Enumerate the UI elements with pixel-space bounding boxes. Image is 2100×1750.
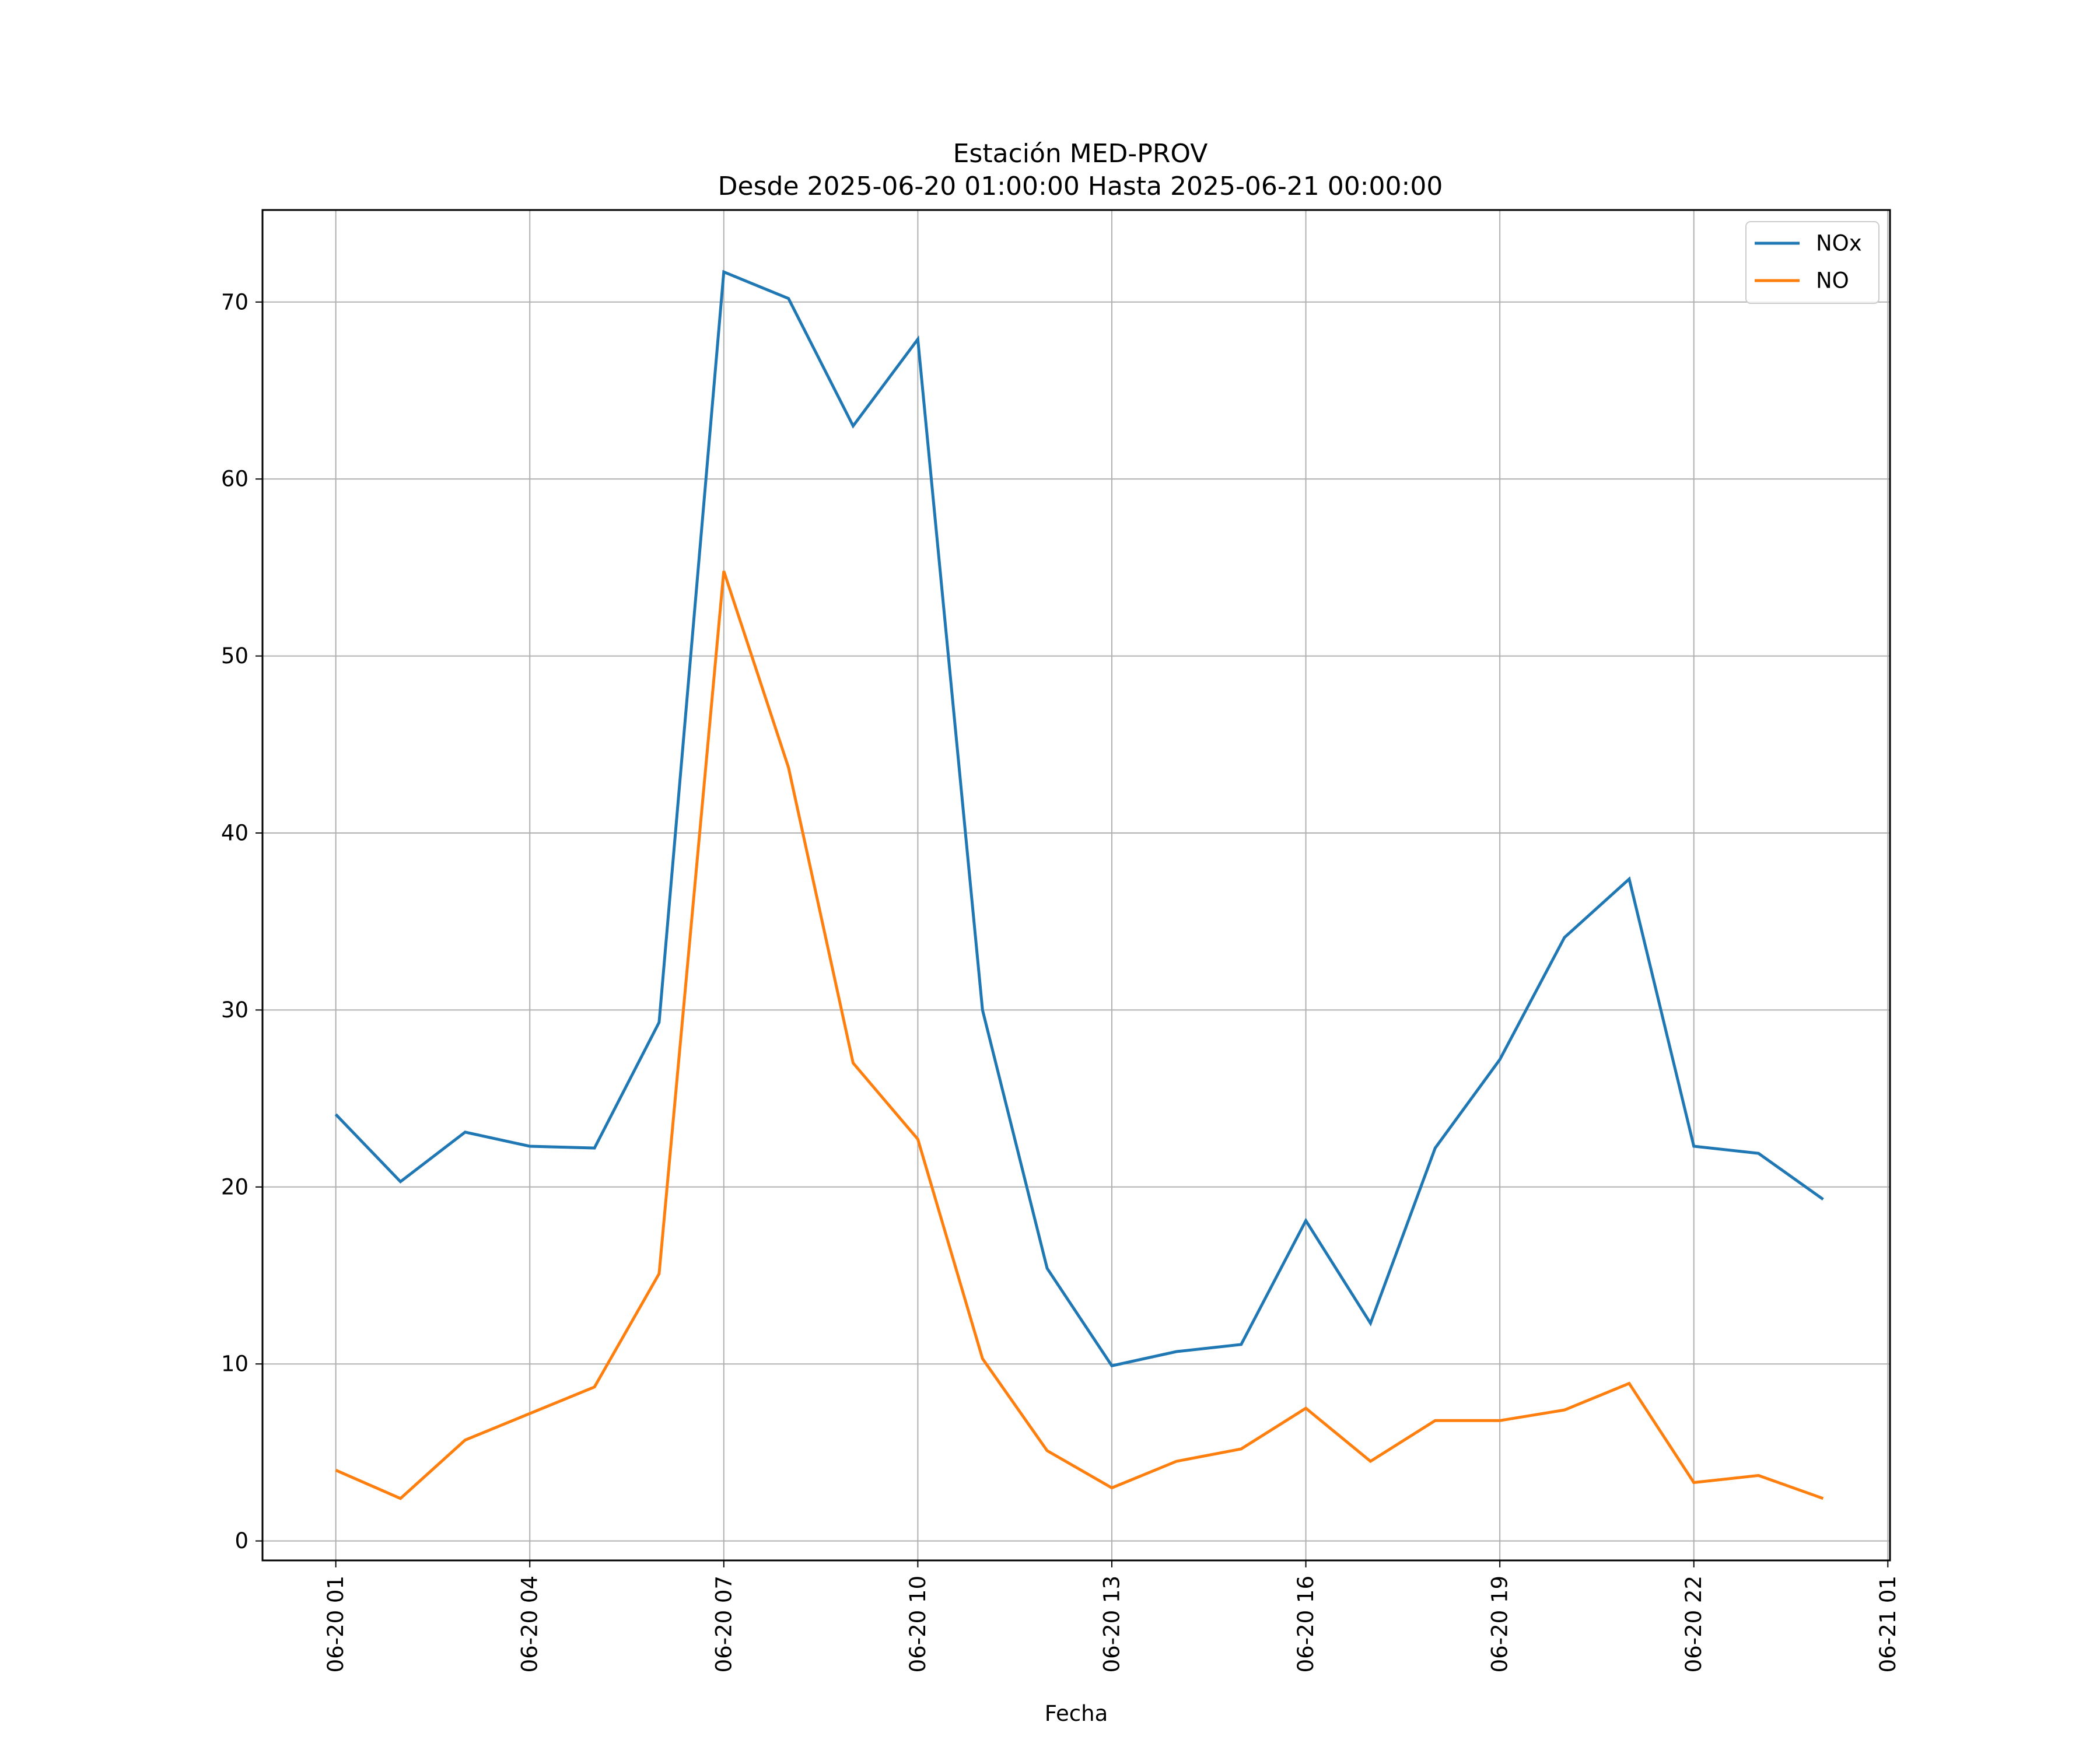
x-tick-label: 06-20 10 <box>905 1576 930 1672</box>
y-tick-label: 50 <box>221 643 249 668</box>
x-tick-label: 06-21 01 <box>1875 1576 1901 1672</box>
x-tick-label: 06-20 22 <box>1681 1576 1706 1672</box>
series-layer <box>334 270 1824 1500</box>
series-line-no <box>335 570 1824 1500</box>
x-tick-label: 06-20 19 <box>1488 1576 1513 1672</box>
series-line-nox <box>334 270 1824 1368</box>
y-tick-label: 20 <box>221 1174 249 1199</box>
y-tick-label: 30 <box>221 998 249 1023</box>
x-tick-label: 06-20 16 <box>1293 1576 1318 1672</box>
chart-title: Estación MED-PROV <box>953 139 1208 169</box>
y-tick-label: 60 <box>221 467 249 492</box>
y-tick-label: 10 <box>221 1352 249 1377</box>
y-tick-label: 40 <box>221 820 249 845</box>
grid <box>262 210 1890 1560</box>
chart-subtitle: Desde 2025-06-20 01:00:00 Hasta 2025-06-… <box>718 172 1443 201</box>
legend-label: NOx <box>1816 231 1862 256</box>
y-axis: 0 10 20 30 40 50 60 70 <box>221 289 262 1553</box>
x-tick-label: 06-20 04 <box>517 1576 542 1672</box>
x-tick-label: 06-20 01 <box>323 1576 348 1672</box>
y-tick-label: 70 <box>221 289 249 314</box>
x-tick-label: 06-20 13 <box>1099 1576 1124 1672</box>
legend: NOx NO <box>1745 221 1880 304</box>
legend-label: NO <box>1816 268 1849 293</box>
y-tick-label: 0 <box>235 1528 249 1553</box>
x-axis-label: Fecha <box>1045 1701 1108 1726</box>
plot-frame <box>261 209 1891 1562</box>
x-axis: 06-20 01 06-20 04 06-20 07 06-20 10 06-20 13… <box>323 1560 1901 1672</box>
x-tick-label: 06-20 07 <box>711 1576 736 1672</box>
